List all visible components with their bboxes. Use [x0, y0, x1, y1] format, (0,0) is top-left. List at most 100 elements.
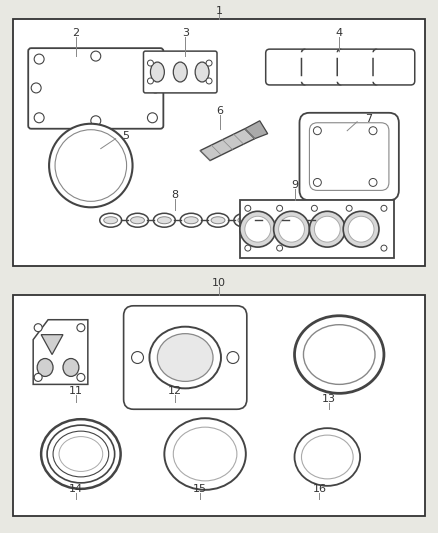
Circle shape: [34, 113, 44, 123]
FancyBboxPatch shape: [124, 306, 247, 409]
Circle shape: [245, 245, 251, 251]
FancyBboxPatch shape: [13, 19, 425, 266]
FancyBboxPatch shape: [300, 113, 399, 200]
Ellipse shape: [173, 62, 187, 82]
Ellipse shape: [100, 213, 122, 227]
Circle shape: [77, 324, 85, 332]
Text: 11: 11: [69, 386, 83, 397]
Ellipse shape: [153, 213, 175, 227]
Circle shape: [245, 205, 251, 211]
Polygon shape: [33, 320, 88, 384]
Ellipse shape: [104, 217, 118, 224]
Circle shape: [369, 179, 377, 187]
Circle shape: [31, 83, 41, 93]
Circle shape: [369, 127, 377, 135]
Circle shape: [77, 374, 85, 382]
Polygon shape: [200, 129, 255, 160]
Ellipse shape: [304, 325, 375, 384]
FancyBboxPatch shape: [13, 295, 425, 516]
Ellipse shape: [173, 427, 237, 481]
Ellipse shape: [63, 359, 79, 376]
Circle shape: [131, 352, 144, 364]
Ellipse shape: [261, 213, 283, 227]
Circle shape: [381, 205, 387, 211]
Text: 7: 7: [365, 114, 373, 124]
FancyBboxPatch shape: [309, 123, 389, 190]
Ellipse shape: [207, 213, 229, 227]
Circle shape: [314, 127, 321, 135]
Text: 3: 3: [182, 28, 189, 38]
FancyBboxPatch shape: [301, 49, 343, 85]
Text: 5: 5: [122, 131, 129, 141]
Circle shape: [245, 216, 271, 242]
Circle shape: [311, 205, 318, 211]
Text: 14: 14: [69, 484, 83, 494]
Ellipse shape: [127, 213, 148, 227]
FancyBboxPatch shape: [337, 49, 379, 85]
Circle shape: [279, 216, 304, 242]
Text: 4: 4: [336, 28, 343, 38]
Text: 1: 1: [215, 6, 223, 17]
Ellipse shape: [149, 327, 221, 389]
Text: 9: 9: [291, 181, 298, 190]
Text: 10: 10: [212, 278, 226, 288]
Text: 16: 16: [312, 484, 326, 494]
Circle shape: [206, 78, 212, 84]
Text: 2: 2: [72, 28, 79, 38]
Ellipse shape: [234, 213, 256, 227]
Circle shape: [148, 54, 157, 64]
Ellipse shape: [37, 359, 53, 376]
Text: 13: 13: [322, 394, 336, 405]
Ellipse shape: [180, 213, 202, 227]
Ellipse shape: [131, 217, 145, 224]
Ellipse shape: [164, 418, 246, 490]
Ellipse shape: [294, 428, 360, 486]
Circle shape: [309, 211, 345, 247]
Circle shape: [240, 211, 276, 247]
Circle shape: [274, 211, 309, 247]
Circle shape: [206, 60, 212, 66]
Ellipse shape: [195, 62, 209, 82]
Polygon shape: [245, 121, 268, 139]
Circle shape: [49, 124, 133, 207]
Text: 15: 15: [193, 484, 207, 494]
FancyBboxPatch shape: [240, 200, 394, 258]
Ellipse shape: [314, 213, 336, 227]
Ellipse shape: [41, 419, 120, 489]
Ellipse shape: [157, 334, 213, 382]
Circle shape: [34, 324, 42, 332]
Circle shape: [148, 78, 153, 84]
FancyBboxPatch shape: [373, 49, 415, 85]
Ellipse shape: [53, 431, 109, 477]
Text: 12: 12: [168, 386, 182, 397]
Circle shape: [314, 216, 340, 242]
Ellipse shape: [318, 217, 332, 224]
Circle shape: [346, 205, 352, 211]
Ellipse shape: [150, 62, 164, 82]
Text: 6: 6: [216, 106, 223, 116]
Circle shape: [91, 51, 101, 61]
Circle shape: [148, 60, 153, 66]
Ellipse shape: [59, 437, 103, 471]
Text: 8: 8: [172, 190, 179, 200]
Ellipse shape: [47, 425, 115, 483]
Circle shape: [381, 245, 387, 251]
FancyBboxPatch shape: [266, 49, 307, 85]
Circle shape: [227, 352, 239, 364]
Ellipse shape: [301, 435, 353, 479]
Circle shape: [150, 83, 160, 93]
Circle shape: [277, 245, 283, 251]
Ellipse shape: [265, 217, 279, 224]
Ellipse shape: [288, 213, 309, 227]
Ellipse shape: [238, 217, 252, 224]
Circle shape: [277, 205, 283, 211]
Ellipse shape: [184, 217, 198, 224]
Circle shape: [55, 130, 127, 201]
Circle shape: [34, 374, 42, 382]
FancyBboxPatch shape: [28, 48, 163, 129]
Circle shape: [91, 116, 101, 126]
Circle shape: [348, 216, 374, 242]
FancyBboxPatch shape: [144, 51, 217, 93]
Circle shape: [148, 113, 157, 123]
Circle shape: [314, 179, 321, 187]
